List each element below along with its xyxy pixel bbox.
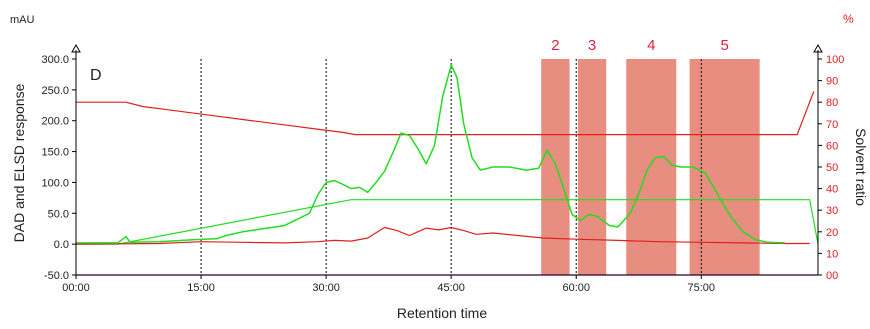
x-tick-label-15: 15:00 — [187, 282, 215, 294]
x-tick-label-0: 00:00 — [62, 282, 90, 294]
x-tick-label-45: 45:00 — [437, 282, 465, 294]
fraction-label-2: 2 — [551, 37, 559, 54]
y-left-tick-label-250: 250.0 — [41, 85, 69, 97]
y-left-tick-label-50: 50.0 — [48, 208, 69, 220]
y-right-tick-label-90: 90 — [826, 76, 838, 88]
left-unit-label: mAU — [10, 14, 35, 26]
right-unit-label: % — [843, 12, 854, 26]
panel-label: D — [90, 67, 102, 84]
y-right-tick-label-50: 50 — [826, 162, 838, 174]
vertical-gridlines — [200, 59, 702, 275]
left-axis-arrow-icon — [71, 43, 81, 53]
y-left-tick-label--50: -50.0 — [44, 270, 69, 282]
series-line-3 — [75, 226, 810, 245]
fraction-band-4 — [626, 59, 677, 275]
left-axis-ticks: 300.0 250.0 200.0 150.0 100.0 50.0 0.0 -50.0 — [41, 54, 76, 282]
y-right-tick-label-30: 30 — [826, 205, 838, 217]
y-right-tick-label-80: 80 — [826, 97, 838, 109]
x-axis-ticks: 00:00 15:00 30:00 45:00 60:00 75:00 — [62, 275, 715, 294]
series-line-0 — [76, 91, 815, 136]
y-left-tick-label-0: 0.0 — [54, 239, 69, 251]
fraction-band-3 — [577, 59, 607, 275]
right-axis-title: Solvent ratio — [853, 128, 869, 206]
x-axis-title: Retention time — [397, 305, 487, 321]
y-left-tick-label-100: 100.0 — [41, 177, 69, 189]
y-right-tick-label-10: 10 — [826, 248, 838, 260]
fraction-label-5: 5 — [720, 37, 728, 54]
right-axis-arrow-icon — [813, 43, 823, 53]
y-right-tick-label-70: 70 — [826, 119, 838, 131]
y-left-tick-label-300: 300.0 — [41, 54, 69, 66]
x-tick-label-60: 60:00 — [562, 282, 590, 294]
fraction-label-4: 4 — [647, 37, 655, 54]
x-tick-label-30: 30:00 — [312, 282, 340, 294]
right-axis-ticks: 100 90 80 70 60 50 40 30 20 10 00 — [818, 54, 844, 282]
fraction-label-3: 3 — [588, 37, 596, 54]
y-right-tick-label-100: 100 — [826, 54, 844, 66]
y-left-tick-label-150: 150.0 — [41, 147, 69, 159]
y-left-tick-label-200: 200.0 — [41, 116, 69, 128]
y-right-tick-label-0: 00 — [826, 270, 838, 282]
x-tick-label-75: 75:00 — [688, 282, 716, 294]
fraction-band-2 — [541, 59, 570, 275]
y-right-tick-label-60: 60 — [826, 140, 838, 152]
series-line-1 — [76, 64, 785, 244]
y-right-tick-label-40: 40 — [826, 184, 838, 196]
left-axis-title: DAD and ELSD response — [11, 83, 27, 242]
y-right-tick-label-20: 20 — [826, 227, 838, 239]
